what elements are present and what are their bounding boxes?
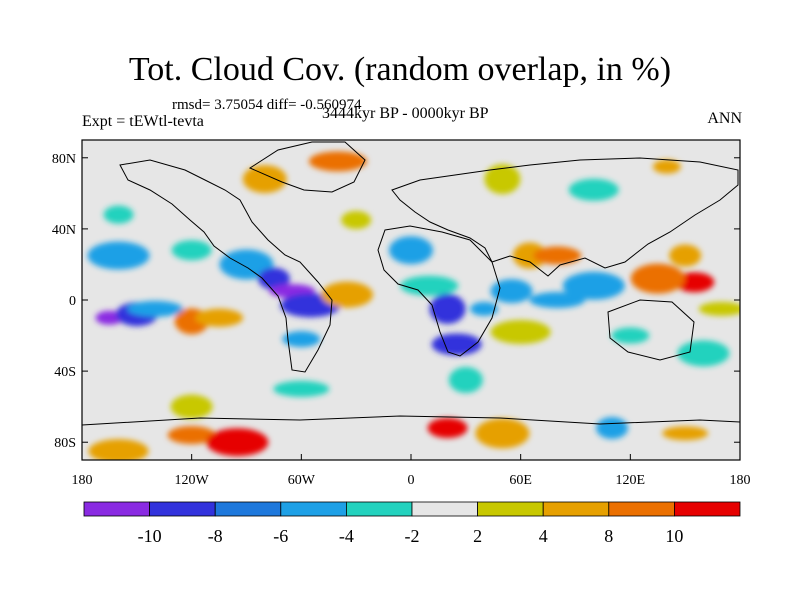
colorbar-swatch <box>149 501 216 517</box>
coastline <box>607 299 695 361</box>
colorbar-label: -10 <box>138 526 162 546</box>
colorbar-swatch <box>280 501 347 517</box>
colorbar-swatch <box>411 501 478 517</box>
colorbar-label: 8 <box>604 526 613 546</box>
anomaly-region <box>429 293 466 324</box>
colorbar-swatch <box>345 501 413 517</box>
lon-tick-label: 60E <box>509 473 532 488</box>
map-axis-labels: 80N 40N 0 40S 80S 180 120W 60W 0 60E 120E 180 <box>52 152 751 488</box>
anomaly-region <box>490 320 551 344</box>
anomaly-region <box>611 327 650 344</box>
colorbar-label: 10 <box>665 526 683 546</box>
colorbar-label: 2 <box>473 526 482 546</box>
coastline <box>377 225 501 357</box>
anomaly-region <box>427 418 468 438</box>
lon-tick-label: 180 <box>730 473 751 488</box>
anomaly-region <box>103 205 134 224</box>
anomaly-region <box>431 333 482 356</box>
anomaly-region <box>219 249 274 280</box>
anomaly-region <box>242 165 287 194</box>
anomaly-region <box>170 394 213 419</box>
anomaly-region <box>206 428 269 457</box>
stats-text: rmsd= 3.75054 diff= -0.560974 <box>172 97 362 113</box>
anomaly-region <box>698 301 740 316</box>
colorbar-swatch <box>477 501 544 517</box>
anomaly-region <box>273 380 330 397</box>
anomaly-region <box>533 246 582 265</box>
lon-tick-label: 60W <box>288 473 316 488</box>
coastline <box>82 415 740 460</box>
colorbar-label: -2 <box>405 526 420 546</box>
lon-tick-label: 120E <box>616 473 646 488</box>
anomaly-region <box>400 275 459 296</box>
colorbar-label: -8 <box>208 526 223 546</box>
colorbar-label: 4 <box>539 526 548 546</box>
lat-tick-label: 0 <box>69 294 76 309</box>
anomaly-region <box>167 426 216 445</box>
colorbar-swatch <box>83 501 150 517</box>
season-label: ANN <box>707 110 742 127</box>
colorbar-label: -4 <box>339 526 354 546</box>
anomaly-region <box>662 426 709 441</box>
anomaly-region <box>257 267 290 290</box>
anomaly-region <box>171 240 212 261</box>
anomaly-region <box>562 271 625 300</box>
anomaly-region <box>127 300 184 317</box>
anomaly-region <box>490 279 533 304</box>
anomaly-region <box>630 263 685 294</box>
anomaly-region <box>669 244 702 267</box>
anomaly-region <box>568 178 619 201</box>
anomaly-region <box>596 417 629 439</box>
anomaly-region <box>341 211 372 229</box>
coastlines <box>82 141 740 460</box>
period-label: 3444kyr BP - 0000kyr BP <box>322 105 489 122</box>
coastline <box>119 159 333 373</box>
anomaly-region <box>512 242 547 269</box>
map-title: Tot. Cloud Cov. (random overlap, in %) <box>128 51 672 88</box>
anomaly-region <box>87 241 150 270</box>
anomaly-region <box>484 164 521 195</box>
anomaly-region <box>529 292 586 308</box>
anomaly-region <box>195 308 244 327</box>
map-plot-area <box>81 139 741 461</box>
anomaly-region <box>389 236 433 265</box>
colorbar-swatch <box>214 501 282 517</box>
lon-tick-label: 180 <box>72 473 93 488</box>
colorbar-swatch <box>674 501 741 517</box>
lon-tick-label: 120W <box>175 473 210 488</box>
anomaly-region <box>282 331 321 348</box>
anomaly-region <box>88 439 149 460</box>
colorbar-label: -6 <box>273 526 288 546</box>
experiment-label: Expt = tEWtl-tevta <box>82 113 204 130</box>
lat-tick-label: 40N <box>52 223 76 238</box>
colorbar-swatch <box>542 501 610 517</box>
anomaly-region <box>308 151 367 172</box>
anomaly-region <box>321 281 374 308</box>
colorbar: -10 -8 -6 -4 -2 2 4 8 10 <box>83 501 741 546</box>
colorbar-swatch <box>608 501 675 517</box>
lat-tick-label: 80S <box>54 436 76 451</box>
anomaly-region <box>475 418 530 449</box>
lat-tick-label: 40S <box>54 365 76 380</box>
anomaly-region <box>652 159 681 174</box>
coastline <box>248 141 366 193</box>
anomaly-region <box>448 367 483 393</box>
lon-tick-label: 0 <box>408 473 415 488</box>
lat-tick-label: 80N <box>52 152 76 167</box>
anomaly-region <box>470 301 499 316</box>
coastline <box>391 157 739 277</box>
